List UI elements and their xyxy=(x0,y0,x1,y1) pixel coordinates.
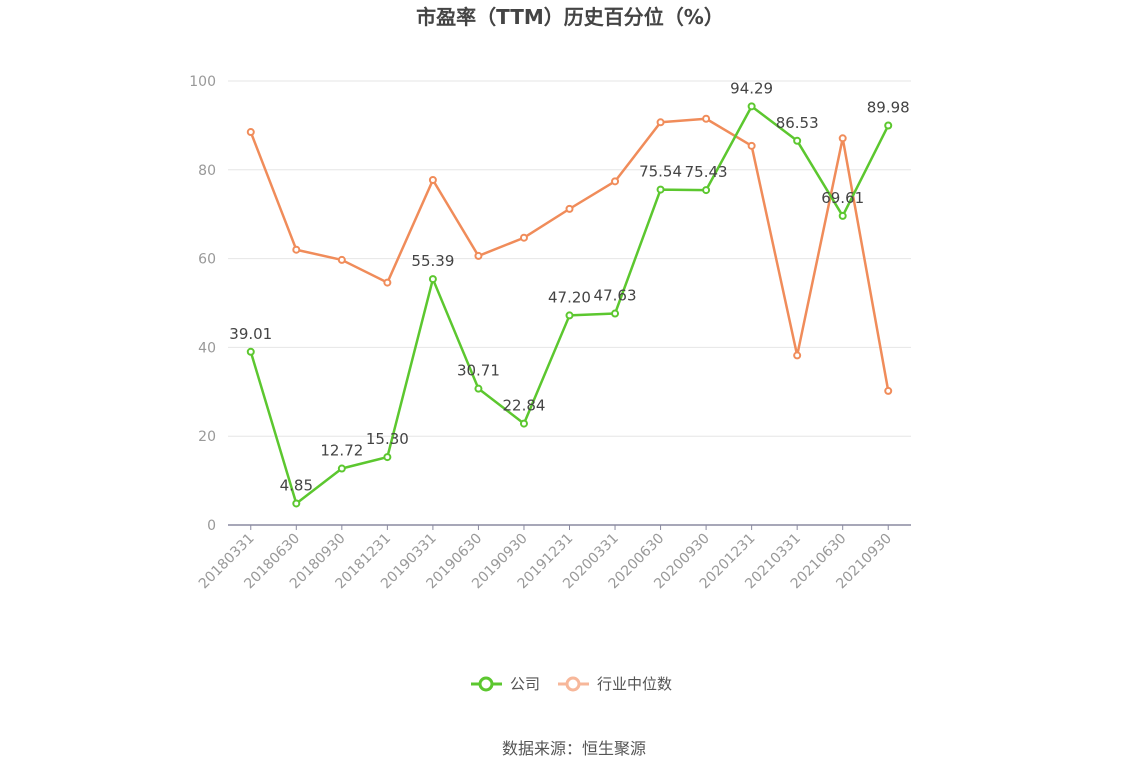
point-industry[interactable] xyxy=(702,114,711,123)
data-label-company: 47.63 xyxy=(594,287,637,305)
legend-label-industry: 行业中位数 xyxy=(597,675,672,693)
legend-item-company[interactable]: 公司 xyxy=(471,675,540,693)
point-industry[interactable] xyxy=(474,251,483,260)
point-industry[interactable] xyxy=(519,233,528,242)
y-tick-label: 80 xyxy=(198,163,216,179)
series-group xyxy=(246,102,893,508)
point-industry[interactable] xyxy=(793,351,802,360)
point-company[interactable] xyxy=(793,136,802,145)
data-label-company: 86.53 xyxy=(776,114,819,132)
point-industry[interactable] xyxy=(884,386,893,395)
data-label-company: 47.20 xyxy=(548,288,591,306)
point-industry[interactable] xyxy=(292,245,301,254)
point-industry[interactable] xyxy=(611,177,620,186)
chart-title: 市盈率（TTM）历史百分位（%） xyxy=(416,5,724,29)
legend-marker-company xyxy=(478,676,494,692)
data-label-company: 75.54 xyxy=(639,163,682,181)
data-label-company: 15.30 xyxy=(366,430,409,448)
data-label-company: 69.61 xyxy=(821,189,864,207)
point-industry[interactable] xyxy=(565,204,574,213)
point-company[interactable] xyxy=(337,464,346,473)
data-label-company: 94.29 xyxy=(730,79,773,97)
point-industry[interactable] xyxy=(838,134,847,143)
point-industry[interactable] xyxy=(383,278,392,287)
data-label-company: 4.85 xyxy=(280,476,313,494)
y-tick-label: 100 xyxy=(189,74,216,90)
point-company[interactable] xyxy=(747,102,756,111)
point-company[interactable] xyxy=(246,347,255,356)
point-company[interactable] xyxy=(383,453,392,462)
point-company[interactable] xyxy=(656,185,665,194)
data-label-company: 22.84 xyxy=(502,397,545,415)
point-company[interactable] xyxy=(884,121,893,130)
point-industry[interactable] xyxy=(428,176,437,185)
y-tick-label: 40 xyxy=(198,340,216,356)
point-industry[interactable] xyxy=(747,141,756,150)
data-label-company: 89.98 xyxy=(867,98,910,116)
data-label-company: 55.39 xyxy=(411,252,454,270)
legend-item-industry-median[interactable]: 行业中位数 xyxy=(558,675,672,693)
point-company[interactable] xyxy=(838,211,847,220)
source-text: 数据来源：恒生聚源 xyxy=(502,739,646,758)
legend[interactable]: 公司 行业中位数 xyxy=(471,675,672,693)
legend-marker-industry xyxy=(565,676,581,692)
x-axis: 2018033120180630201809302018123120190331… xyxy=(196,524,911,592)
y-tick-label: 0 xyxy=(207,518,216,534)
data-label-company: 39.01 xyxy=(229,325,272,343)
point-industry[interactable] xyxy=(337,255,346,264)
point-company[interactable] xyxy=(474,384,483,393)
point-company[interactable] xyxy=(519,419,528,428)
series-line-industry xyxy=(249,117,890,392)
y-tick-label: 60 xyxy=(198,252,216,268)
point-industry[interactable] xyxy=(246,128,255,137)
legend-label-company: 公司 xyxy=(510,675,540,693)
y-tick-label: 20 xyxy=(198,429,216,445)
point-industry[interactable] xyxy=(656,118,665,127)
point-company[interactable] xyxy=(611,309,620,318)
point-company[interactable] xyxy=(292,499,301,508)
data-label-company: 30.71 xyxy=(457,362,500,380)
point-company[interactable] xyxy=(702,186,711,195)
point-company[interactable] xyxy=(428,275,437,284)
y-axis: 0 20 40 60 80 100 xyxy=(189,74,216,534)
data-label-company: 75.43 xyxy=(685,163,728,181)
point-company[interactable] xyxy=(565,311,574,320)
data-label-company: 12.72 xyxy=(320,442,363,460)
